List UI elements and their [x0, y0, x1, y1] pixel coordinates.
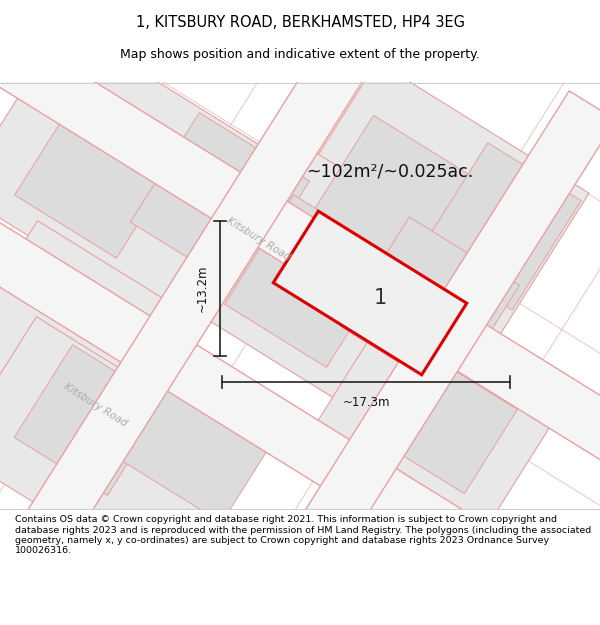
Polygon shape: [271, 62, 589, 361]
Polygon shape: [340, 217, 520, 395]
Text: ~17.3m: ~17.3m: [342, 396, 390, 409]
Polygon shape: [0, 24, 302, 339]
Text: 1: 1: [373, 288, 386, 308]
Text: Contains OS data © Crown copyright and database right 2021. This information is : Contains OS data © Crown copyright and d…: [15, 515, 591, 556]
Polygon shape: [0, 221, 207, 461]
Polygon shape: [308, 318, 552, 541]
Polygon shape: [130, 112, 310, 291]
Polygon shape: [178, 133, 522, 449]
Text: Kitsbury Road: Kitsbury Road: [224, 216, 292, 263]
Polygon shape: [13, 29, 377, 563]
Text: ~102m²/~0.025ac.: ~102m²/~0.025ac.: [307, 163, 473, 181]
Polygon shape: [304, 91, 600, 541]
Polygon shape: [120, 367, 280, 522]
Polygon shape: [0, 8, 600, 475]
Polygon shape: [224, 195, 395, 368]
Text: Kitsbury Road: Kitsbury Road: [62, 382, 128, 429]
Polygon shape: [305, 116, 475, 288]
Polygon shape: [0, 317, 248, 583]
Polygon shape: [362, 346, 517, 494]
Text: ~13.2m: ~13.2m: [196, 265, 209, 312]
Polygon shape: [14, 86, 185, 258]
Polygon shape: [273, 211, 467, 375]
Text: 1, KITSBURY ROAD, BERKHAMSTED, HP4 3EG: 1, KITSBURY ROAD, BERKHAMSTED, HP4 3EG: [136, 15, 464, 30]
Text: Map shows position and indicative extent of the property.: Map shows position and indicative extent…: [120, 48, 480, 61]
Polygon shape: [0, 176, 600, 625]
Polygon shape: [419, 142, 581, 310]
Polygon shape: [14, 345, 166, 495]
